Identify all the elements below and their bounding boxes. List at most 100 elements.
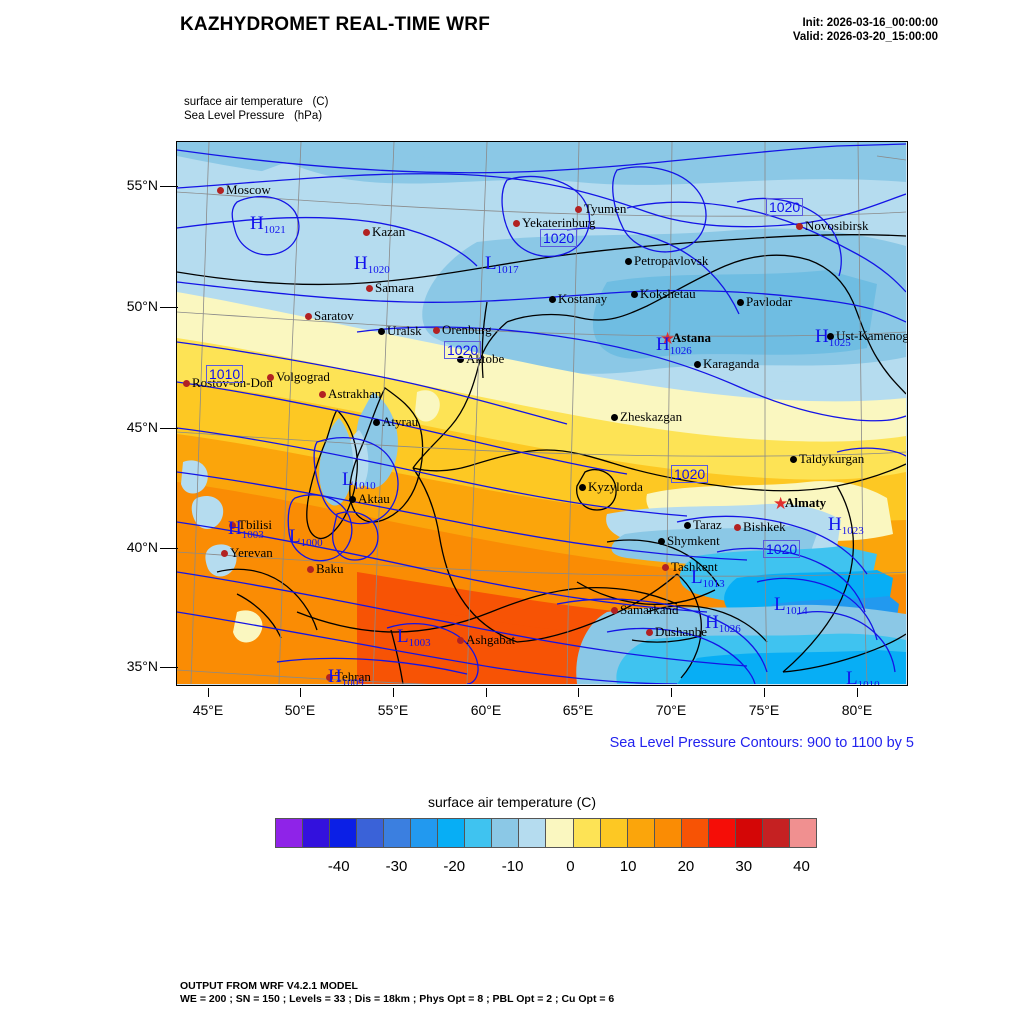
- colorbar-segment: [276, 819, 304, 847]
- pressure-center-low: L1017: [485, 253, 519, 276]
- pressure-center-value: 1026: [669, 345, 692, 357]
- city-label: Ust-Kamenogorsk: [836, 328, 908, 343]
- city-label: Kazan: [372, 224, 406, 239]
- colorbar-segment: [519, 819, 547, 847]
- city-label: Astrakhan: [328, 386, 382, 401]
- city-label: Tashkent: [671, 559, 718, 574]
- colorbar-tick-label: 10: [619, 858, 637, 875]
- city-label: Pavlodar: [746, 294, 793, 309]
- city-label: Yerevan: [230, 545, 273, 560]
- pressure-center-symbol: L: [342, 469, 354, 490]
- contour-caption: Sea Level Pressure Contours: 900 to 1100…: [609, 735, 914, 751]
- colorbar-segment: [357, 819, 385, 847]
- city-dot-icon: [457, 637, 464, 644]
- pressure-center-symbol: H: [250, 213, 264, 234]
- pressure-center-value: 1021: [263, 224, 286, 236]
- pressure-center-symbol: H: [354, 253, 368, 274]
- city-dot-icon: [373, 419, 380, 426]
- longitude-tick-mark: [578, 688, 579, 697]
- longitude-tick-label: 60°E: [470, 702, 502, 718]
- pressure-center-low: L1010: [846, 668, 880, 686]
- city-label: Shymkent: [667, 533, 720, 548]
- weather-map[interactable]: Moscow Kazan Yekaterinburg Tyumen Novosibirs…: [176, 141, 908, 686]
- city-dot-icon: [326, 674, 333, 681]
- city-label: Kokshetau: [640, 286, 696, 301]
- colorbar-segment: [438, 819, 466, 847]
- colorbar-segment: [600, 819, 628, 847]
- isobar-value-label: 1020: [766, 198, 804, 216]
- longitude-tick-mark: [300, 688, 301, 697]
- colorbar-segment: [411, 819, 439, 847]
- isobar-value-label: 1020: [763, 540, 801, 558]
- pressure-center-high: H1003: [228, 518, 264, 541]
- colorbar-segment: [627, 819, 655, 847]
- city-label: Baku: [316, 561, 344, 576]
- colorbar-tick-label: 30: [735, 858, 753, 875]
- run-info: Init: 2026-03-16_00:00:00 Valid: 2026-03…: [793, 16, 938, 44]
- longitude-tick-mark: [393, 688, 394, 697]
- city-label: Orenburg: [442, 322, 492, 337]
- city-label: Volgograd: [276, 369, 330, 384]
- city-dot-icon: [790, 456, 797, 463]
- city-label: Astana: [672, 330, 712, 345]
- page-title: KAZHYDROMET REAL-TIME WRF: [180, 14, 491, 35]
- city-dot-icon: [737, 299, 744, 306]
- pressure-center-value: 1003: [408, 637, 431, 649]
- city-dot-icon: [827, 333, 834, 340]
- city-label: Ashgabat: [466, 632, 516, 647]
- city-dot-icon: [611, 414, 618, 421]
- pressure-center-value: 1020: [367, 264, 390, 276]
- city-label: Novosibirsk: [805, 218, 869, 233]
- pressure-center-value: 1013: [702, 578, 725, 590]
- longitude-tick-label: 75°E: [748, 702, 780, 718]
- city-dot-icon: [625, 258, 632, 265]
- isobar-value-label: 1010: [206, 365, 244, 383]
- colorbar-segment: [762, 819, 790, 847]
- colorbar-ticks: -40 -30 -20 -10 0 10 20 30 40: [275, 858, 815, 880]
- city-dot-icon: [579, 484, 586, 491]
- city-dot-icon: [734, 524, 741, 531]
- pressure-center-low: L1003: [397, 626, 431, 649]
- pressure-center-value: 1025: [828, 337, 851, 349]
- longitude-tick-mark: [764, 688, 765, 697]
- longitude-tick-label: 65°E: [562, 702, 594, 718]
- colorbar-title: surface air temperature (C): [427, 794, 597, 810]
- pressure-center-symbol: H: [815, 326, 829, 347]
- pressure-center-symbol: L: [289, 526, 301, 547]
- pressure-center-value: 1014: [785, 605, 808, 617]
- pressure-center-symbol: H: [828, 514, 842, 535]
- latitude-tick-label: 45°N: [126, 419, 158, 435]
- city-dot-icon: [796, 223, 803, 230]
- latitude-tick-label: 50°N: [126, 298, 158, 314]
- pressure-center-symbol: L: [691, 567, 703, 588]
- city-label: Moscow: [226, 182, 271, 197]
- capital-star-icon: ★: [773, 494, 789, 513]
- city-dot-icon: [319, 391, 326, 398]
- colorbar[interactable]: [275, 818, 817, 848]
- latitude-tick-mark: [160, 186, 178, 187]
- city-dot-icon: [662, 564, 669, 571]
- city-label: Kostanay: [558, 291, 608, 306]
- latitude-tick-mark: [160, 667, 178, 668]
- pressure-center-value: 1010: [857, 679, 880, 686]
- city-dot-icon: [229, 522, 236, 529]
- pressure-center-value: 1017: [496, 264, 519, 276]
- latitude-tick-mark: [160, 428, 178, 429]
- pressure-center-symbol: H: [705, 612, 719, 633]
- model-output-info: OUTPUT FROM WRF V4.2.1 MODEL WE = 200 ; …: [180, 980, 615, 1005]
- field-caption: surface air temperature (C) Sea Level Pr…: [184, 96, 329, 122]
- valid-time: Valid: 2026-03-20_15:00:00: [792, 31, 938, 43]
- colorbar-tick-label: -30: [385, 858, 408, 875]
- city-dot-icon: [305, 313, 312, 320]
- city-label: Aktobe: [466, 351, 505, 366]
- city-label: Kyzylorda: [588, 479, 643, 494]
- city-label: Almaty: [785, 495, 827, 510]
- longitude-tick-label: 70°E: [655, 702, 687, 718]
- city-dot-icon: [549, 296, 556, 303]
- pressure-center-symbol: H: [228, 518, 242, 539]
- pressure-center-low: L1014: [774, 594, 808, 617]
- longitude-tick-label: 80°E: [841, 702, 873, 718]
- city-dot-icon: [646, 629, 653, 636]
- colorbar-segment: [654, 819, 682, 847]
- longitude-tick-mark: [208, 688, 209, 697]
